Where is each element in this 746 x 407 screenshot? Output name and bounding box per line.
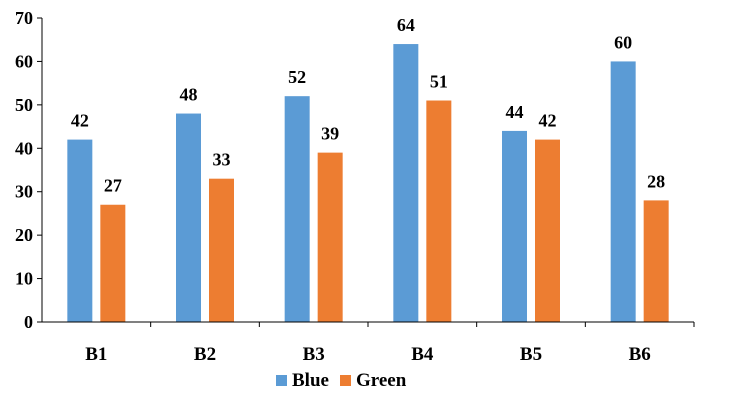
- data-label-green-b3: 39: [321, 124, 339, 144]
- y-axis: 0 10 20 30 40 50 60 70: [15, 8, 43, 332]
- x-axis: B1 B2 B3 B4 B5 B6: [42, 321, 695, 365]
- x-tick-label: B4: [411, 344, 434, 365]
- legend-swatch-blue: [276, 375, 287, 386]
- data-label-blue-b5: 44: [506, 102, 524, 122]
- y-tick-label: 60: [15, 51, 33, 71]
- data-label-green-b5: 42: [539, 111, 557, 131]
- bar-blue-b6: [610, 61, 636, 323]
- data-label-green-b2: 33: [213, 150, 231, 170]
- bar-green-b4: [426, 100, 452, 322]
- data-label-green-b1: 27: [104, 176, 122, 196]
- y-tick-label: 70: [15, 8, 33, 28]
- bar-blue-b2: [176, 113, 201, 323]
- bar-blue-b4: [393, 44, 419, 323]
- legend-label-green: Green: [356, 370, 407, 391]
- bar-green-b3: [317, 152, 343, 322]
- x-tick-label: B1: [85, 344, 107, 365]
- legend-label-blue: Blue: [292, 370, 329, 391]
- data-label-blue-b2: 48: [180, 85, 198, 105]
- y-tick-label: 30: [15, 182, 33, 202]
- data-label-green-b4: 51: [430, 72, 448, 92]
- data-label-blue-b6: 60: [614, 32, 632, 52]
- x-tick-label: B5: [520, 344, 542, 365]
- data-label-blue-b1: 42: [71, 111, 89, 131]
- bar-green-b2: [209, 178, 234, 322]
- bar-green-b1: [100, 204, 126, 322]
- bars: [67, 44, 669, 323]
- bar-blue-b5: [502, 130, 527, 322]
- x-tick-label: B2: [194, 344, 216, 365]
- bar-blue-b1: [67, 139, 93, 322]
- bar-blue-b3: [284, 96, 310, 323]
- legend: Blue Green: [276, 370, 407, 391]
- y-tick-label: 50: [15, 95, 33, 115]
- data-label-blue-b4: 64: [397, 15, 415, 35]
- x-tick-label: B6: [629, 344, 651, 365]
- data-label-blue-b3: 52: [288, 67, 306, 87]
- y-tick-label: 20: [15, 225, 33, 245]
- data-label-green-b6: 28: [647, 171, 665, 191]
- y-tick-label: 40: [15, 138, 33, 158]
- bar-green-b5: [535, 139, 560, 322]
- data-labels: 42 27 48 33 52 39 64 51 44 42 60 28: [71, 15, 665, 196]
- x-tick-label: B3: [303, 344, 325, 365]
- y-tick-label: 0: [24, 312, 33, 332]
- y-tick-label: 10: [15, 269, 33, 289]
- legend-swatch-green: [340, 375, 351, 386]
- bar-green-b6: [643, 200, 669, 322]
